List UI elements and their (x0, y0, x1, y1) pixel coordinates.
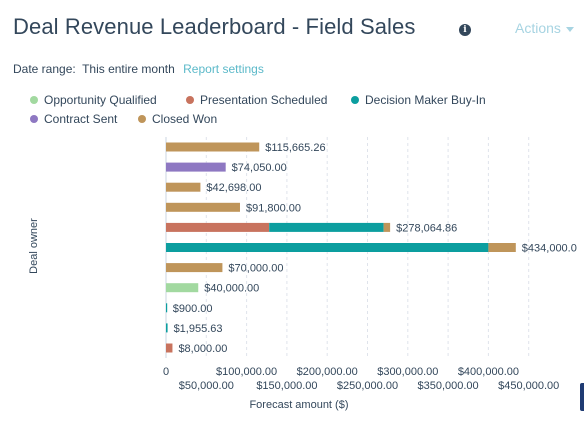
bar-segment (166, 303, 168, 313)
legend-swatch-icon (138, 115, 146, 123)
bar-segment (383, 222, 391, 232)
bar-value-label: $8,000.00 (178, 343, 227, 355)
legend-label: Contract Sent (44, 112, 118, 126)
info-icon[interactable]: i (459, 24, 471, 36)
bar-segment (488, 243, 516, 252)
x-tick-label: $200,000.00 (297, 366, 358, 378)
bar-segment (166, 343, 173, 353)
date-range-label: Date range: (13, 62, 76, 76)
report-settings-link[interactable]: Report settings (183, 62, 264, 76)
legend-item-opportunity-qualified[interactable]: Opportunity Qualified (30, 93, 157, 107)
bar-value-label: $74,050.00 (232, 162, 287, 174)
legend-label: Presentation Scheduled (200, 93, 328, 107)
x-tick-label: $400,000.00 (458, 366, 519, 378)
bar-value-label: $91,800.00 (246, 202, 301, 214)
header: Deal Revenue Leaderboard - Field Sales i… (13, 14, 584, 44)
bar-segment (166, 283, 199, 293)
bar-segment (166, 162, 226, 172)
x-tick-label: $450,000.00 (498, 380, 559, 392)
x-tick-label: $250,000.00 (337, 380, 398, 392)
legend-swatch-icon (30, 96, 38, 104)
legend-swatch-icon (30, 115, 38, 123)
bar-segment (269, 222, 384, 232)
y-axis-title: Deal owner (28, 218, 40, 274)
bar-segment (166, 142, 260, 152)
bar-value-label: $42,698.00 (206, 182, 261, 194)
legend-item-presentation-scheduled[interactable]: Presentation Scheduled (186, 93, 327, 107)
bar-value-label: $115,665.26 (265, 142, 325, 154)
bar-value-label: $278,064.86 (396, 222, 457, 234)
legend-label: Closed Won (152, 112, 218, 126)
bar-value-label: $434,000.0 (522, 243, 577, 255)
bar-value-label: $900.00 (173, 303, 213, 315)
x-tick-label: $100,000.00 (216, 366, 277, 378)
bar-segment (166, 243, 489, 252)
bar-segment (166, 222, 270, 232)
legend-label: Opportunity Qualified (44, 93, 157, 107)
legend-item-contract-sent[interactable]: Contract Sent (30, 112, 117, 126)
legend-label: Decision Maker Buy-In (365, 93, 486, 107)
x-tick-label: $150,000.00 (256, 380, 317, 392)
legend-item-decision-maker-buy-in[interactable]: Decision Maker Buy-In (351, 93, 486, 107)
bar-segment (166, 182, 201, 192)
scrollbar-thumb[interactable] (580, 383, 584, 411)
x-tick-label: 0 (163, 366, 169, 378)
filter-bar: Date range: This entire month Report set… (13, 62, 264, 76)
actions-label[interactable]: Actions (515, 20, 561, 36)
chevron-down-icon[interactable] (565, 26, 574, 32)
bar-value-label: $70,000.00 (228, 263, 283, 275)
bar-value-label: $1,955.63 (174, 323, 223, 335)
legend-item-closed-won[interactable]: Closed Won (138, 112, 217, 126)
page-title: Deal Revenue Leaderboard - Field Sales (13, 14, 416, 39)
x-axis-title: Forecast amount ($) (249, 399, 348, 411)
legend-swatch-icon (351, 96, 359, 104)
bar-segment (166, 202, 240, 212)
x-tick-label: $350,000.00 (418, 380, 479, 392)
date-range-value: This entire month (82, 62, 175, 76)
bar-segment (166, 323, 168, 333)
bar-value-label: $40,000.00 (204, 283, 259, 295)
x-tick-label: $50,000.00 (179, 380, 234, 392)
bar-segment (166, 263, 223, 273)
actions-dropdown[interactable]: Actions (515, 20, 574, 36)
x-tick-label: $300,000.00 (377, 366, 438, 378)
legend-swatch-icon (186, 96, 194, 104)
